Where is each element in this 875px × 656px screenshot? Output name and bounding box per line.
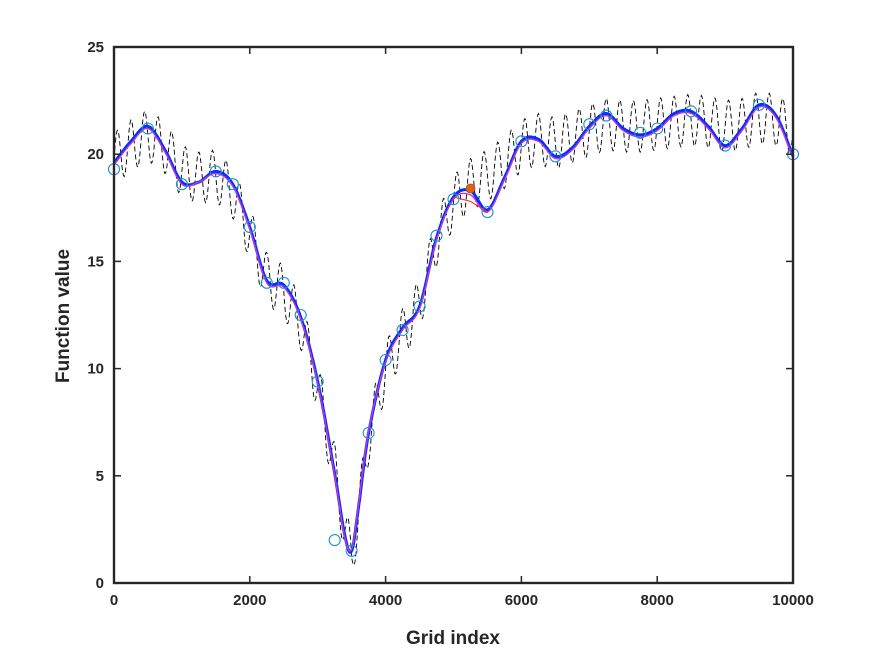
sample-marker <box>226 178 239 191</box>
highlight-point <box>465 183 476 194</box>
x-tick-label: 0 <box>110 592 118 609</box>
x-tick-label: 6000 <box>505 592 538 609</box>
sample-marker <box>752 98 766 111</box>
y-tick-label: 0 <box>96 575 104 592</box>
sample-marker <box>243 221 256 234</box>
sample-marker <box>141 122 154 135</box>
x-tick-label: 2000 <box>233 592 266 609</box>
sample-marker <box>634 126 647 139</box>
sample-marker <box>515 135 528 148</box>
y-tick-label: 15 <box>87 253 104 270</box>
sample-marker <box>600 109 613 122</box>
sample-marker <box>719 139 732 152</box>
sample-marker <box>209 165 222 178</box>
y-tick-label: 5 <box>96 468 104 485</box>
sample-marker <box>345 544 358 557</box>
sample-marker <box>430 229 443 242</box>
sample-marker <box>447 193 460 206</box>
x-tick-label: 4000 <box>369 592 402 609</box>
series-1-line <box>113 105 794 552</box>
tick-labels: 0 2000 4000 6000 8000 10000 0 5 10 15 20 25 <box>87 39 814 609</box>
plot-area <box>107 92 800 566</box>
series-3-oscillating-line <box>113 92 794 566</box>
sample-marker <box>328 534 341 547</box>
sample-marker <box>481 206 494 219</box>
sample-marker <box>379 353 392 367</box>
sample-marker <box>362 426 375 439</box>
x-axis-label: Grid index <box>406 628 500 649</box>
y-tick-label: 20 <box>87 146 104 163</box>
y-axis-label: Function value <box>53 249 74 383</box>
sample-marker <box>396 323 409 337</box>
y-tick-label: 25 <box>87 39 104 56</box>
sample-marker <box>294 308 307 322</box>
axes-box <box>112 45 795 585</box>
sample-marker <box>413 300 426 313</box>
sample-marker <box>311 375 324 388</box>
sample-marker <box>685 105 698 118</box>
x-tick-label: 8000 <box>641 592 674 609</box>
sample-marker <box>583 118 596 131</box>
axes <box>112 45 795 585</box>
sample-marker <box>260 276 273 289</box>
sample-marker <box>651 122 664 135</box>
sample-marker <box>277 276 290 289</box>
x-tick-label: 10000 <box>772 592 814 609</box>
sample-marker <box>175 178 188 191</box>
y-tick-label: 10 <box>87 361 104 378</box>
sample-marker <box>549 150 562 163</box>
